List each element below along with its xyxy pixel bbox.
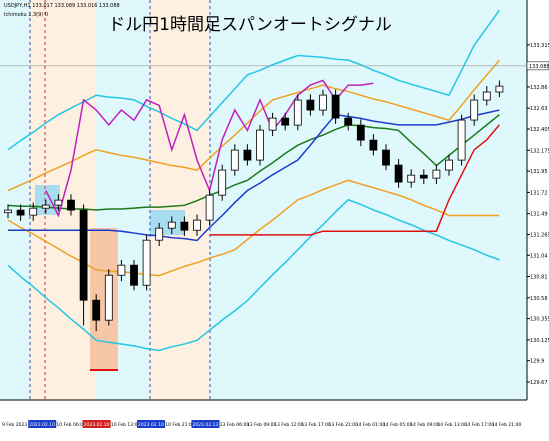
y-tick-label: 131.72 bbox=[530, 190, 548, 196]
candle-body bbox=[369, 139, 378, 151]
x-tick-label: 2023.02.10 09:00 bbox=[84, 422, 124, 428]
candle-body bbox=[432, 169, 441, 179]
x-tick-label: 13 Feb 12:00 bbox=[274, 422, 304, 428]
x-tick-label: 13 Feb 06:00 bbox=[220, 422, 250, 428]
candle-body bbox=[29, 207, 38, 216]
indicator-line bbox=[209, 124, 500, 236]
x-tick-label: 13 Feb 17:00 bbox=[301, 422, 331, 428]
last-price-box bbox=[526, 61, 549, 71]
candle-body bbox=[155, 227, 164, 241]
x-tick-label: 2023.02.10 16:00 bbox=[138, 422, 178, 428]
candle-body bbox=[167, 221, 176, 229]
x-tick-label: 14 Feb 17:00 bbox=[465, 422, 495, 428]
y-tick-label: 132.63 bbox=[530, 106, 548, 112]
y-tick-label: 132.175 bbox=[530, 148, 549, 154]
x-tick-label: 14 Feb 01:00 bbox=[356, 422, 386, 428]
candle-body bbox=[180, 221, 189, 231]
header-text: USDJPY,H1 133.017 133.089 133.016 133.08… bbox=[4, 3, 120, 9]
candle-body bbox=[193, 219, 201, 231]
x-tick-label: 2023.02.10 03:00 bbox=[29, 422, 69, 428]
candle-body bbox=[41, 204, 50, 209]
signal-box bbox=[90, 228, 118, 370]
candle-body bbox=[419, 174, 428, 179]
chart-title: ドル円1時間足スパンオートシグナル bbox=[108, 15, 392, 35]
x-tick-label: 13 Feb 21:00 bbox=[329, 422, 359, 428]
y-tick-label: 130.81 bbox=[530, 275, 548, 281]
x-tick-label: 10 Feb 06:00 bbox=[56, 422, 86, 428]
x-tick-label: 14 Feb 05:00 bbox=[383, 422, 413, 428]
candle-body bbox=[117, 264, 126, 276]
x-label-highlight bbox=[28, 420, 57, 428]
x-tick-label: 9 Feb 2023 bbox=[2, 422, 27, 428]
indicator-line bbox=[7, 198, 500, 352]
last-price-label: 133.088 bbox=[529, 64, 549, 70]
x-tick-label: 10 Feb 21:00 bbox=[165, 422, 195, 428]
y-tick-label: 131.95 bbox=[530, 169, 548, 175]
candle-body bbox=[104, 274, 113, 321]
y-tick-label: 132.86 bbox=[530, 85, 548, 91]
y-tick-label: 131.04 bbox=[530, 253, 548, 259]
candle-body bbox=[445, 159, 453, 171]
candle-body bbox=[344, 117, 353, 126]
candle-body bbox=[457, 119, 466, 161]
candle-body bbox=[331, 94, 340, 119]
candle-body bbox=[470, 99, 479, 121]
x-tick-label: 2023.02.13 03:00 bbox=[192, 422, 232, 428]
session-band bbox=[150, 0, 210, 400]
y-tick-label: 132.405 bbox=[530, 127, 549, 133]
candle-body bbox=[67, 199, 75, 211]
x-label-highlight bbox=[137, 420, 166, 428]
candle-body bbox=[243, 149, 252, 161]
x-label-highlight bbox=[82, 420, 111, 428]
indicator-line bbox=[8, 109, 500, 242]
signal-box bbox=[150, 210, 185, 235]
x-tick-label: 14 Feb 13:00 bbox=[437, 422, 467, 428]
session-band bbox=[0, 0, 30, 400]
x-tick-label: 14 Feb 21:00 bbox=[492, 422, 522, 428]
indicator-line bbox=[7, 114, 500, 211]
y-tick-label: 130.355 bbox=[530, 317, 549, 323]
candle-body bbox=[230, 149, 239, 171]
candle-body bbox=[382, 149, 390, 166]
session-band bbox=[210, 0, 527, 400]
y-tick-label: 130.58 bbox=[530, 296, 548, 302]
candle-body bbox=[407, 174, 416, 183]
x-tick-label: 13 Feb 09:00 bbox=[247, 422, 277, 428]
y-tick-label: 131.49 bbox=[530, 212, 548, 218]
candle-body bbox=[4, 209, 12, 214]
candle-body bbox=[293, 99, 302, 126]
candle-body bbox=[495, 85, 504, 93]
header-text: Ichimoku 1.3(9) 0 bbox=[4, 12, 48, 18]
indicator-line bbox=[7, 9, 501, 151]
candle-body bbox=[142, 239, 151, 286]
y-tick-label: 131.265 bbox=[530, 232, 549, 238]
candle-body bbox=[256, 129, 264, 161]
candle-body bbox=[394, 164, 403, 183]
candle-body bbox=[306, 99, 315, 111]
y-tick-label: 129.9 bbox=[530, 359, 544, 365]
x-tick-label: 10 Feb 13:00 bbox=[111, 422, 141, 428]
x-label-highlight bbox=[191, 420, 220, 428]
y-tick-label: 133.315 bbox=[530, 43, 549, 49]
candle-body bbox=[356, 124, 365, 141]
candle-body bbox=[319, 94, 327, 111]
y-tick-label: 129.67 bbox=[530, 380, 548, 386]
candle-body bbox=[218, 169, 227, 196]
candle-body bbox=[482, 91, 491, 101]
candle-body bbox=[79, 209, 88, 301]
candle-body bbox=[92, 299, 101, 321]
candle-body bbox=[281, 117, 290, 126]
y-tick-label: 130.125 bbox=[530, 338, 549, 344]
candle-body bbox=[268, 117, 277, 131]
x-tick-label: 14 Feb 09:00 bbox=[410, 422, 440, 428]
candle-body bbox=[54, 199, 63, 206]
candle-body bbox=[16, 209, 25, 216]
candle-body bbox=[205, 194, 214, 221]
candle-body bbox=[130, 264, 138, 286]
